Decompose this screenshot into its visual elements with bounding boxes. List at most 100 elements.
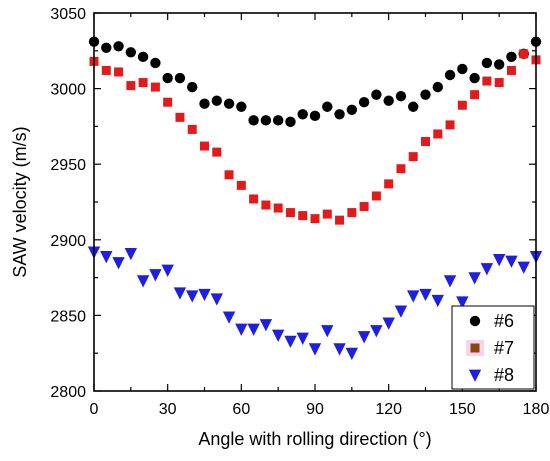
data-point: [174, 72, 186, 84]
data-point: [272, 115, 284, 126]
data-point: [137, 51, 149, 63]
x-axis-title: Angle with rolling direction (°): [198, 429, 431, 449]
data-point: [285, 116, 296, 128]
data-point: [432, 81, 443, 93]
data-point: [359, 202, 369, 212]
data-point: [200, 141, 209, 151]
data-point: [309, 110, 321, 122]
data-point: [284, 335, 297, 349]
data-point: [470, 90, 480, 100]
data-point: [345, 347, 359, 361]
legend-item: #7: [466, 338, 514, 358]
data-point: [222, 311, 236, 324]
x-tick-label: 90: [306, 401, 324, 418]
series-2: [89, 49, 541, 225]
data-point: [175, 112, 185, 122]
data-point: [162, 72, 173, 84]
data-point: [161, 264, 174, 277]
data-point: [173, 287, 187, 300]
data-point: [358, 97, 370, 108]
data-point: [396, 164, 406, 174]
data-point: [273, 203, 283, 213]
data-point: [150, 82, 160, 92]
data-point: [212, 147, 222, 157]
data-point: [310, 214, 320, 224]
data-point: [101, 42, 112, 53]
data-point: [445, 120, 455, 130]
data-point: [112, 257, 125, 270]
data-point: [505, 255, 518, 268]
legend-label: #7: [494, 338, 514, 358]
data-point: [408, 152, 418, 162]
y-tick-label: 2850: [50, 308, 86, 325]
data-point: [249, 194, 259, 204]
data-point: [271, 329, 285, 342]
data-point: [124, 248, 138, 261]
y-tick-label: 3050: [50, 6, 86, 23]
data-point: [296, 332, 309, 345]
data-point: [322, 101, 333, 112]
data-point: [371, 89, 382, 100]
data-point: [482, 76, 492, 86]
legend-marker: [468, 369, 482, 382]
legend-item: #6: [469, 311, 514, 331]
data-point: [481, 57, 493, 69]
data-point: [285, 208, 295, 218]
legend-label: #8: [494, 365, 514, 385]
data-point: [444, 69, 456, 81]
data-point: [443, 275, 457, 288]
data-point: [321, 325, 334, 338]
data-point: [421, 137, 430, 147]
data-point: [260, 115, 272, 126]
legend-box: [451, 305, 535, 390]
data-point: [335, 215, 345, 225]
legend-marker: [470, 343, 480, 353]
data-point: [492, 254, 506, 267]
data-point: [468, 272, 481, 285]
data-point: [322, 209, 332, 219]
data-point: [259, 319, 273, 332]
legend-item: #8: [468, 365, 514, 385]
data-point: [347, 208, 357, 218]
data-point: [136, 275, 150, 288]
legend-label: #6: [494, 311, 514, 331]
data-point: [126, 81, 136, 91]
data-point: [224, 170, 234, 180]
data-point: [210, 293, 223, 306]
y-tick-label: 2950: [50, 157, 86, 174]
axes: 0 30 60 90 120 150 180 2800 2850 2900 2950 3000 3050: [50, 6, 549, 418]
data-point: [236, 101, 247, 112]
data-point: [480, 263, 494, 276]
data-point: [456, 296, 469, 309]
y-axis-title: SAW velocity (m/s): [10, 126, 30, 277]
data-point: [493, 59, 505, 70]
x-tick-label: 180: [523, 401, 550, 418]
x-tick-label: 120: [375, 401, 402, 418]
data-point: [334, 109, 345, 120]
data-point: [517, 261, 530, 274]
data-point: [371, 191, 381, 201]
series-3: [87, 246, 543, 361]
y-tick-label: 3000: [50, 82, 86, 99]
data-point: [125, 47, 137, 58]
data-point: [519, 49, 529, 59]
data-point: [384, 179, 394, 189]
data-point: [198, 288, 211, 302]
data-point: [101, 65, 111, 75]
data-point: [186, 290, 199, 303]
y-tick-label: 2900: [50, 233, 86, 250]
y-tick-label: 2800: [50, 384, 86, 401]
x-tick-label: 60: [232, 401, 250, 418]
data-point: [431, 294, 444, 308]
series-1: [88, 36, 542, 128]
data-point: [469, 72, 480, 84]
data-point: [506, 65, 516, 75]
data-point: [248, 115, 259, 126]
data-point: [457, 100, 467, 110]
data-point: [199, 98, 210, 109]
data-point: [223, 98, 235, 109]
data-point: [187, 124, 197, 134]
data-point: [114, 67, 124, 77]
data-point: [382, 317, 395, 330]
